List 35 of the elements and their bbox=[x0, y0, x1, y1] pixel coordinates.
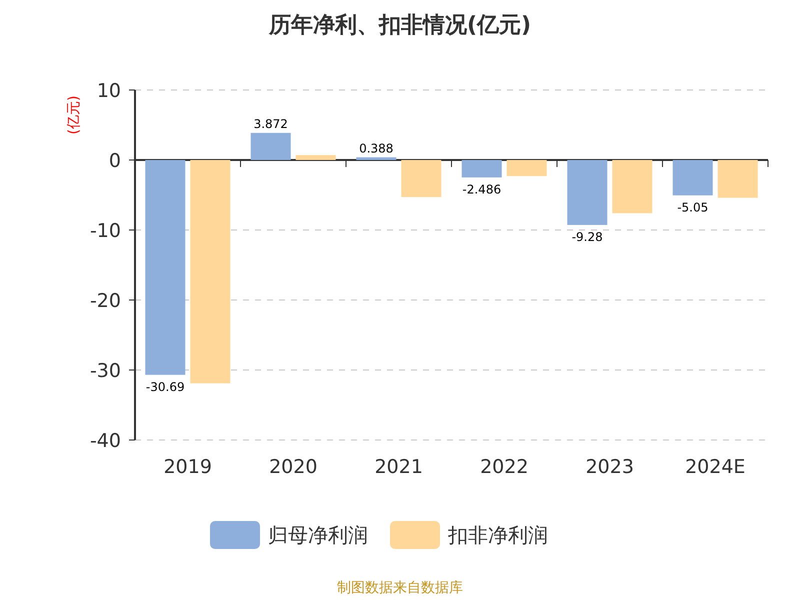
y-axis-title: (亿元) bbox=[66, 96, 82, 134]
bar bbox=[190, 160, 230, 384]
y-tick-label: -40 bbox=[90, 430, 121, 452]
bar bbox=[506, 160, 547, 176]
y-tick-label: -30 bbox=[90, 360, 121, 382]
bar bbox=[672, 160, 713, 196]
x-tick-label: 2022 bbox=[480, 456, 528, 478]
y-tick-label: -10 bbox=[90, 220, 121, 242]
legend-label: 归母净利润 bbox=[268, 523, 368, 547]
y-tick-label: 10 bbox=[96, 80, 121, 102]
data-label: -9.28 bbox=[572, 230, 603, 244]
bar bbox=[612, 160, 652, 214]
bar bbox=[145, 160, 186, 375]
x-tick-label: 2019 bbox=[164, 456, 212, 478]
data-label: -5.05 bbox=[677, 200, 708, 214]
data-label: -30.69 bbox=[146, 380, 185, 394]
bar bbox=[462, 160, 502, 178]
data-label: 3.872 bbox=[254, 116, 288, 131]
bar bbox=[718, 160, 758, 198]
bar bbox=[296, 155, 336, 160]
x-tick-label: 2023 bbox=[586, 456, 634, 478]
data-label: -2.486 bbox=[462, 182, 502, 196]
bar bbox=[250, 132, 291, 160]
x-tick-label: 2024E bbox=[685, 456, 746, 478]
bar bbox=[567, 160, 608, 225]
y-tick-label: 0 bbox=[108, 150, 121, 172]
data-label: 0.388 bbox=[359, 141, 394, 156]
y-tick-label: -20 bbox=[90, 290, 121, 312]
bar bbox=[356, 157, 396, 160]
text: 制图数据来自数据库 bbox=[337, 580, 463, 596]
x-tick-label: 2020 bbox=[269, 456, 318, 478]
x-tick-label: 2021 bbox=[374, 456, 423, 478]
legend-label: 扣非净利润 bbox=[447, 523, 548, 547]
chart-title: 历年净利、扣非情况(亿元) bbox=[268, 13, 532, 38]
bar bbox=[401, 160, 442, 198]
